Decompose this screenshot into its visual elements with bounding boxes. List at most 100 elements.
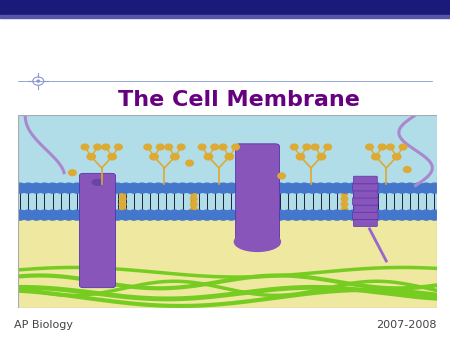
Circle shape — [204, 153, 212, 160]
Circle shape — [22, 210, 35, 220]
Bar — [18, 115, 436, 218]
Circle shape — [127, 210, 140, 220]
Circle shape — [266, 196, 272, 201]
Circle shape — [266, 191, 272, 196]
Circle shape — [30, 183, 43, 193]
Circle shape — [127, 183, 140, 193]
Circle shape — [198, 144, 206, 150]
Circle shape — [192, 183, 205, 193]
Circle shape — [87, 210, 100, 220]
Circle shape — [306, 183, 319, 193]
Circle shape — [278, 173, 285, 179]
Circle shape — [274, 210, 287, 220]
Circle shape — [103, 183, 116, 193]
Circle shape — [103, 210, 116, 220]
FancyBboxPatch shape — [353, 212, 378, 219]
Circle shape — [217, 183, 230, 193]
Circle shape — [346, 183, 360, 193]
Circle shape — [144, 144, 152, 150]
Circle shape — [144, 210, 157, 220]
Circle shape — [346, 210, 360, 220]
Circle shape — [404, 167, 411, 172]
Circle shape — [317, 153, 326, 160]
Circle shape — [225, 183, 238, 193]
Circle shape — [396, 183, 409, 193]
Circle shape — [363, 210, 376, 220]
Circle shape — [338, 210, 351, 220]
Circle shape — [266, 183, 279, 193]
Circle shape — [412, 183, 425, 193]
Circle shape — [399, 144, 407, 150]
Circle shape — [311, 144, 319, 150]
Circle shape — [338, 183, 351, 193]
Circle shape — [63, 210, 75, 220]
Circle shape — [150, 153, 158, 160]
Circle shape — [168, 183, 181, 193]
Ellipse shape — [92, 179, 103, 185]
Circle shape — [37, 80, 40, 82]
FancyBboxPatch shape — [353, 219, 377, 226]
Circle shape — [330, 210, 343, 220]
Circle shape — [95, 183, 108, 193]
Circle shape — [79, 183, 91, 193]
Circle shape — [160, 183, 173, 193]
Circle shape — [274, 183, 287, 193]
Circle shape — [257, 183, 270, 193]
Circle shape — [192, 210, 205, 220]
Circle shape — [266, 210, 279, 220]
FancyBboxPatch shape — [353, 197, 378, 205]
Circle shape — [200, 183, 213, 193]
Circle shape — [14, 183, 27, 193]
Circle shape — [79, 210, 91, 220]
Circle shape — [95, 210, 108, 220]
Circle shape — [160, 210, 173, 220]
Circle shape — [111, 210, 124, 220]
Circle shape — [190, 207, 197, 212]
Circle shape — [341, 191, 348, 196]
Circle shape — [71, 210, 83, 220]
Circle shape — [176, 183, 189, 193]
Circle shape — [115, 144, 122, 150]
Circle shape — [428, 210, 441, 220]
Circle shape — [22, 183, 35, 193]
Bar — [0, 15, 450, 18]
Circle shape — [249, 183, 262, 193]
Circle shape — [176, 210, 189, 220]
Circle shape — [290, 210, 303, 220]
Circle shape — [111, 183, 124, 193]
Circle shape — [190, 196, 197, 201]
Circle shape — [87, 153, 95, 160]
FancyBboxPatch shape — [353, 190, 377, 198]
FancyBboxPatch shape — [353, 176, 377, 184]
Circle shape — [314, 210, 327, 220]
Circle shape — [341, 207, 348, 212]
Circle shape — [87, 183, 100, 193]
Circle shape — [168, 210, 181, 220]
Circle shape — [190, 191, 197, 196]
Circle shape — [366, 144, 374, 150]
Circle shape — [152, 210, 165, 220]
Circle shape — [46, 183, 59, 193]
Circle shape — [119, 202, 126, 207]
FancyBboxPatch shape — [353, 183, 378, 191]
Circle shape — [257, 210, 270, 220]
Circle shape — [303, 144, 310, 150]
Circle shape — [387, 144, 394, 150]
Circle shape — [298, 210, 311, 220]
Circle shape — [233, 183, 246, 193]
Circle shape — [324, 144, 332, 150]
Circle shape — [396, 210, 409, 220]
Circle shape — [355, 183, 368, 193]
Circle shape — [387, 183, 400, 193]
Circle shape — [387, 210, 400, 220]
Circle shape — [282, 210, 295, 220]
Circle shape — [322, 210, 335, 220]
Circle shape — [119, 196, 126, 201]
Circle shape — [225, 210, 238, 220]
Circle shape — [378, 144, 386, 150]
Circle shape — [190, 202, 197, 207]
Circle shape — [379, 210, 392, 220]
Circle shape — [186, 160, 194, 166]
Circle shape — [69, 170, 76, 176]
Circle shape — [330, 183, 343, 193]
